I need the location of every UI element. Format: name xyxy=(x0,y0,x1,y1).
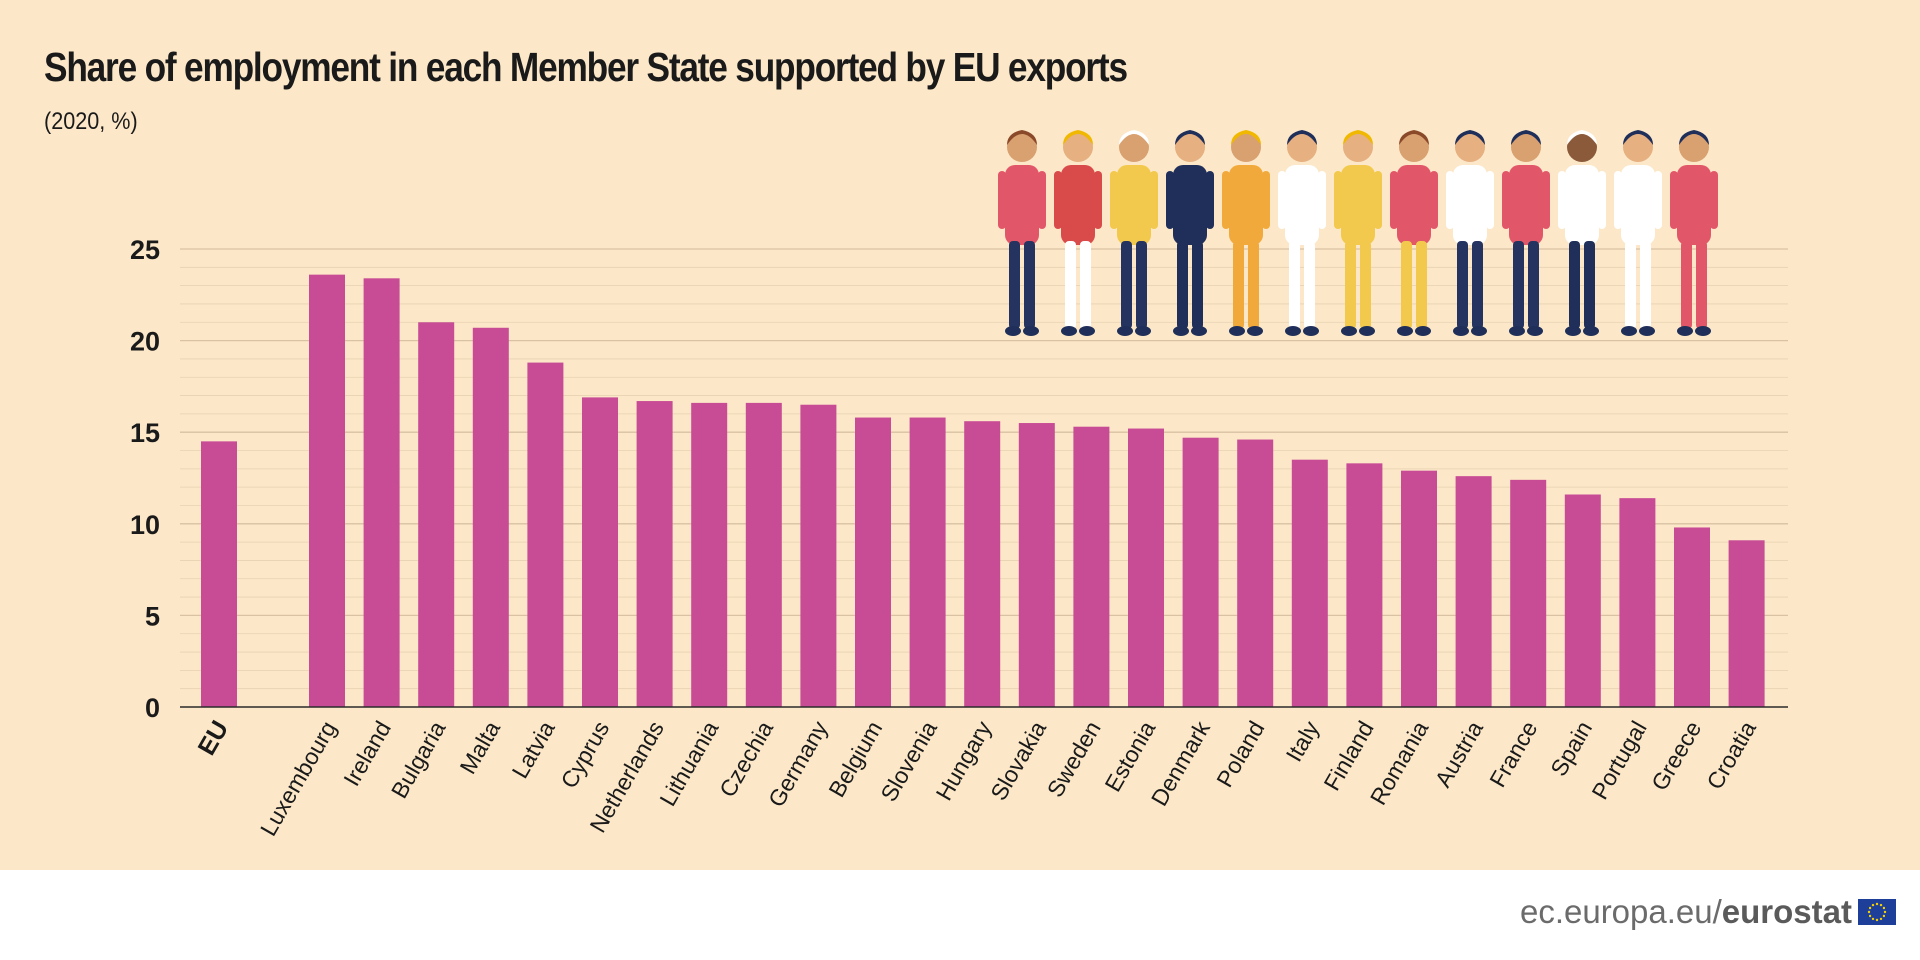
bar-belgium xyxy=(855,417,891,707)
workers-illustration xyxy=(998,130,1718,336)
bar-estonia xyxy=(1128,428,1164,707)
bar-finland xyxy=(1346,463,1383,707)
worker-figure xyxy=(1502,130,1550,336)
bar-slovenia xyxy=(909,417,946,707)
x-tick-label: Sweden xyxy=(1042,717,1106,802)
worker-figure xyxy=(1446,130,1494,336)
worker-figure xyxy=(998,130,1046,336)
bar-greece xyxy=(1674,527,1710,707)
bar-cyprus xyxy=(582,397,618,707)
bar-spain xyxy=(1564,494,1601,707)
bar-luxembourg xyxy=(309,274,345,707)
y-tick-label: 0 xyxy=(145,693,160,723)
x-tick-label: Poland xyxy=(1211,717,1269,792)
bar-italy xyxy=(1291,459,1328,707)
bar-croatia xyxy=(1728,540,1765,707)
bar-malta xyxy=(472,327,509,707)
y-axis-ticks: 0 5 10 15 20 25 xyxy=(130,235,160,723)
footer-domain: ec.europa.eu/ xyxy=(1519,893,1722,930)
worker-figure xyxy=(1110,130,1158,336)
y-tick-label: 20 xyxy=(130,327,160,357)
chart-title: Share of employment in each Member State… xyxy=(44,44,1128,90)
x-tick-label: Ireland xyxy=(338,717,396,791)
bar-ireland xyxy=(363,278,400,707)
bar-portugal xyxy=(1619,498,1656,707)
bar-austria xyxy=(1455,476,1492,707)
worker-figure xyxy=(1614,130,1662,336)
y-tick-label: 10 xyxy=(130,510,160,540)
worker-figure xyxy=(1278,130,1326,336)
x-tick-label: Bulgaria xyxy=(386,716,451,802)
eu-flag-icon xyxy=(1858,899,1896,925)
x-tick-label: Croatia xyxy=(1701,716,1761,793)
worker-figure xyxy=(1670,130,1718,336)
x-tick-label: Luxembourg xyxy=(255,717,341,841)
bar-netherlands xyxy=(636,401,673,707)
bar-romania xyxy=(1401,470,1437,707)
x-tick-label: Malta xyxy=(454,716,505,778)
bar-germany xyxy=(800,404,837,707)
x-tick-label: France xyxy=(1484,717,1542,792)
bar-czechia xyxy=(745,402,782,707)
bar-slovakia xyxy=(1018,423,1055,707)
x-tick-label: Spain xyxy=(1545,717,1597,781)
y-tick-label: 15 xyxy=(130,418,160,448)
x-tick-label: EU xyxy=(193,716,235,760)
bar-latvia xyxy=(527,362,564,707)
worker-figure xyxy=(1054,130,1102,336)
x-tick-label: Finland xyxy=(1318,717,1378,795)
x-tick-label: Italy xyxy=(1281,716,1325,766)
worker-figure xyxy=(1334,130,1382,336)
bar-poland xyxy=(1237,439,1274,707)
worker-figure xyxy=(1558,130,1606,336)
bar-hungary xyxy=(964,421,1001,707)
y-tick-label: 25 xyxy=(130,235,160,265)
worker-figure xyxy=(1390,130,1438,336)
bar-lithuania xyxy=(691,402,728,707)
x-tick-label: Austria xyxy=(1430,716,1488,791)
chart-subtitle: (2020, %) xyxy=(44,108,138,135)
y-tick-label: 5 xyxy=(145,601,160,631)
x-tick-label: Latvia xyxy=(507,716,560,782)
bar-france xyxy=(1510,479,1547,707)
bars xyxy=(201,274,1765,707)
bar-sweden xyxy=(1073,426,1110,707)
x-tick-label: Greece xyxy=(1646,717,1706,795)
bar-bulgaria xyxy=(418,322,455,707)
footer-source: ec.europa.eu/ eurostat xyxy=(1520,893,1896,931)
footer-brand: eurostat xyxy=(1721,893,1852,930)
worker-figure xyxy=(1222,130,1270,336)
x-tick-label: Estonia xyxy=(1099,716,1160,796)
bar-eu xyxy=(201,441,237,707)
worker-figure xyxy=(1166,130,1214,336)
x-tick-label: Cyprus xyxy=(555,717,614,793)
bar-denmark xyxy=(1182,437,1219,707)
